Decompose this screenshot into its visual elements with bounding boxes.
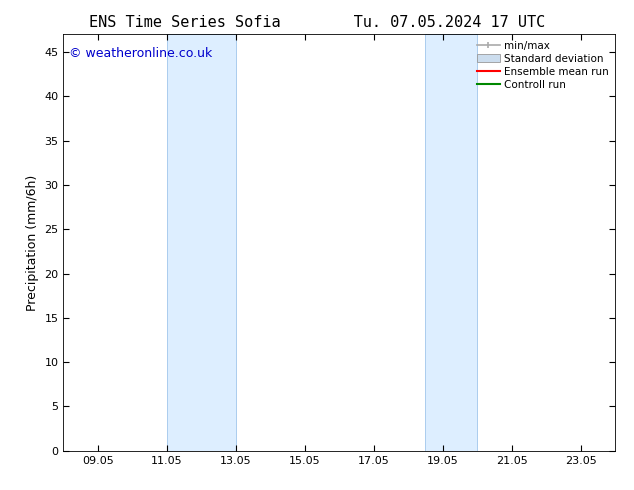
Bar xyxy=(167,34,236,451)
Text: ENS Time Series Sofia        Tu. 07.05.2024 17 UTC: ENS Time Series Sofia Tu. 07.05.2024 17 … xyxy=(89,15,545,30)
Legend: min/max, Standard deviation, Ensemble mean run, Controll run: min/max, Standard deviation, Ensemble me… xyxy=(473,36,613,94)
Y-axis label: Precipitation (mm/6h): Precipitation (mm/6h) xyxy=(26,174,39,311)
Text: © weatheronline.co.uk: © weatheronline.co.uk xyxy=(69,47,212,60)
Bar xyxy=(425,34,477,451)
